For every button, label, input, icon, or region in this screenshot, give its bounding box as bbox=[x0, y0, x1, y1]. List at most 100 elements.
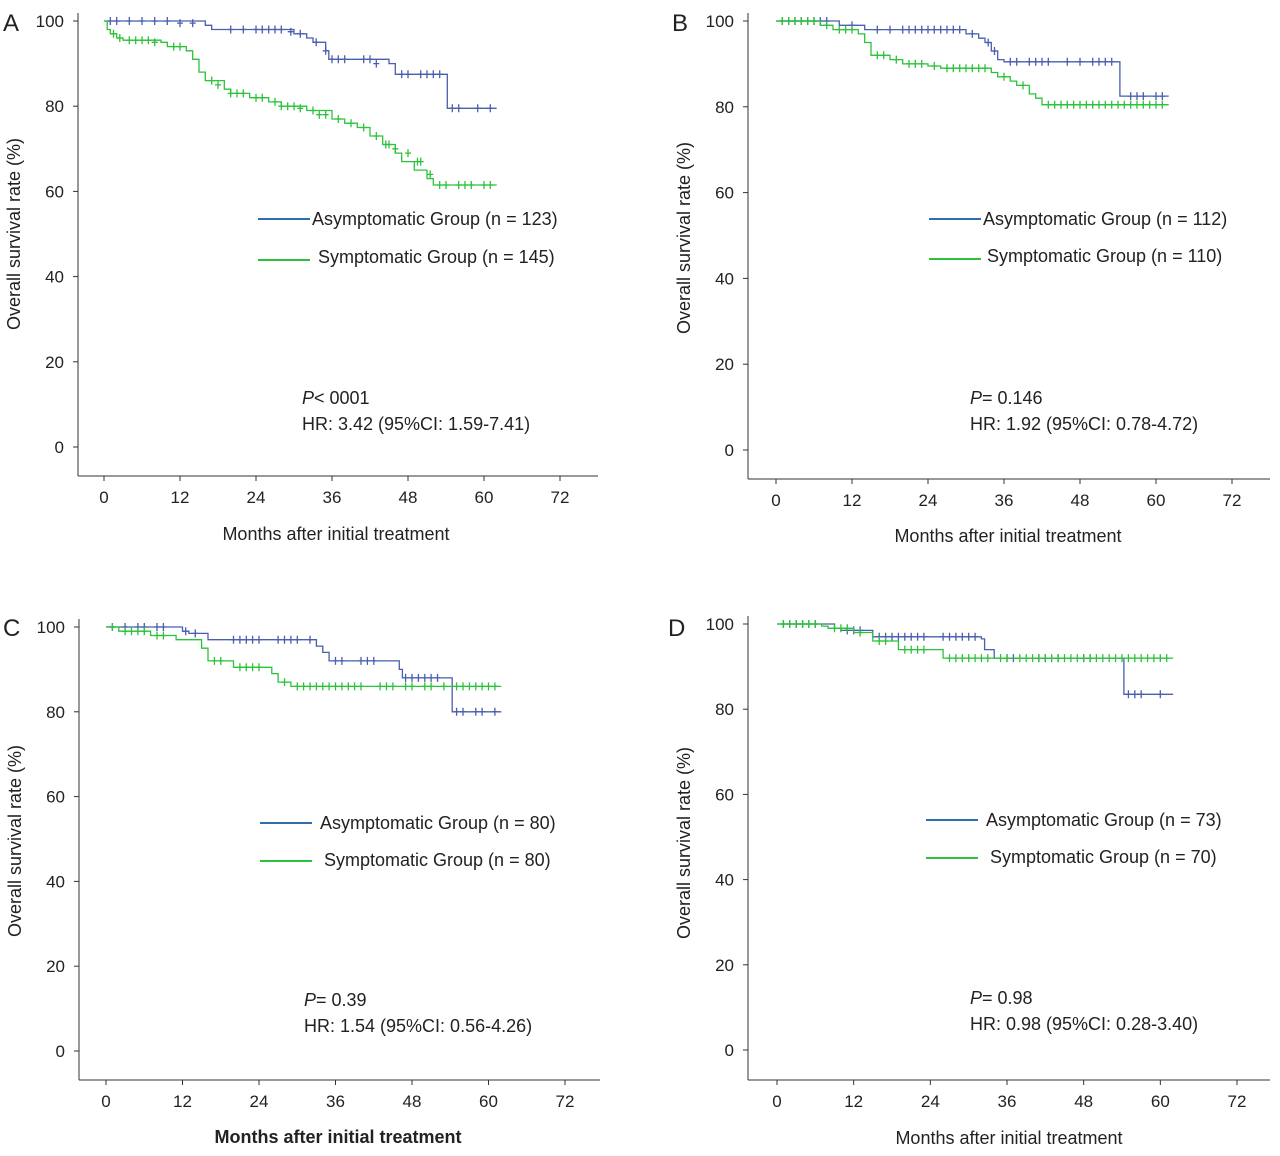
symptomatic-censor-mark bbox=[322, 110, 329, 119]
asymptomatic-censor-mark bbox=[236, 635, 243, 644]
asymptomatic-censor-mark bbox=[991, 47, 998, 55]
x-tick-label: 36 bbox=[998, 1092, 1017, 1111]
asymptomatic-censor-mark bbox=[908, 632, 915, 641]
x-tick-label: 0 bbox=[771, 491, 780, 510]
symptomatic-censor-mark bbox=[297, 104, 304, 113]
symptomatic-censor-mark bbox=[876, 637, 883, 645]
p-value: < 0001 bbox=[314, 388, 370, 408]
x-tick-label: 72 bbox=[551, 488, 570, 507]
symptomatic-censor-mark bbox=[1080, 654, 1087, 663]
asymptomatic-censor-mark bbox=[972, 632, 979, 641]
symptomatic-censor-mark bbox=[466, 682, 473, 691]
symptomatic-censor-mark bbox=[373, 132, 380, 140]
symptomatic-censor-mark bbox=[804, 17, 811, 25]
symptomatic-censor-mark bbox=[481, 181, 487, 189]
hazard-ratio-text: HR: 1.54 (95%CI: 0.56-4.26) bbox=[304, 1016, 532, 1036]
symptomatic-censor-mark bbox=[1004, 654, 1010, 663]
asymptomatic-censor-mark bbox=[474, 104, 481, 113]
symptomatic-censor-mark bbox=[1138, 654, 1145, 663]
y-tick-label: 60 bbox=[45, 182, 64, 201]
symptomatic-censor-mark bbox=[1045, 100, 1052, 109]
symptomatic-censor-mark bbox=[141, 627, 148, 636]
asymptomatic-censor-mark bbox=[1039, 57, 1045, 66]
asymptomatic-censor-mark bbox=[1077, 57, 1083, 66]
x-tick-label: 0 bbox=[101, 1092, 110, 1111]
symptomatic-censor-mark bbox=[345, 682, 352, 691]
asymptomatic-censor-mark bbox=[472, 707, 479, 716]
symptomatic-censor-mark bbox=[1125, 654, 1132, 663]
asymptomatic-censor-mark bbox=[449, 104, 456, 113]
symptomatic-censor-mark bbox=[880, 51, 887, 60]
symptomatic-censor-mark bbox=[805, 620, 812, 628]
y-tick-label: 80 bbox=[715, 98, 734, 117]
symptomatic-censor-mark bbox=[351, 682, 358, 691]
p-symbol: P bbox=[970, 388, 982, 408]
symptomatic-censor-mark bbox=[1067, 654, 1074, 663]
symptomatic-censor-mark bbox=[122, 627, 129, 636]
asymptomatic-censor-mark bbox=[278, 25, 285, 34]
symptomatic-censor-mark bbox=[177, 42, 183, 51]
symptomatic-censor-mark bbox=[1134, 100, 1140, 109]
symptomatic-censor-mark bbox=[259, 93, 266, 102]
asymptomatic-censor-mark bbox=[160, 623, 167, 631]
x-tick-label: 72 bbox=[1228, 1092, 1247, 1111]
asymptomatic-censor-mark bbox=[265, 25, 272, 34]
asymptomatic-censor-mark bbox=[182, 627, 189, 636]
asymptomatic-censor-mark bbox=[436, 70, 443, 79]
x-tick-label: 0 bbox=[99, 488, 108, 507]
asymptomatic-censor-mark bbox=[297, 29, 304, 38]
y-tick-label: 60 bbox=[715, 184, 734, 203]
asymptomatic-censor-mark bbox=[920, 632, 927, 641]
p-value: = 0.39 bbox=[316, 990, 367, 1010]
symptomatic-censor-mark bbox=[1087, 654, 1094, 663]
x-tick-label: 0 bbox=[772, 1092, 781, 1111]
asymptomatic-censor-mark bbox=[925, 25, 931, 34]
y-tick-label: 100 bbox=[37, 618, 65, 637]
symptomatic-censor-mark bbox=[978, 654, 985, 663]
symptomatic-censor-mark bbox=[1042, 654, 1049, 663]
asymptomatic-censor-mark bbox=[243, 635, 250, 644]
km-panel-c: C 0 20 40 60 80 100 0 12 24 36 48 60 72 Months after i… bbox=[3, 615, 600, 1147]
y-tick-label: 20 bbox=[45, 353, 64, 372]
asymptomatic-censor-mark bbox=[950, 25, 957, 34]
p-value-text: P= 0.39 bbox=[304, 990, 367, 1010]
symptomatic-censor-mark bbox=[227, 89, 234, 98]
asymptomatic-legend-label: Asymptomatic Group (n = 112) bbox=[983, 209, 1227, 229]
p-value-text: P< 0001 bbox=[302, 388, 370, 408]
symptomatic-censor-mark bbox=[253, 93, 259, 102]
symptomatic-censor-mark bbox=[326, 682, 333, 691]
asymptomatic-censor-mark bbox=[453, 707, 460, 716]
asymptomatic-censor-mark bbox=[253, 25, 259, 34]
symptomatic-censor-mark bbox=[1144, 654, 1151, 663]
asymptomatic-censor-mark bbox=[491, 707, 498, 716]
symptomatic-censor-mark bbox=[1001, 72, 1007, 81]
symptomatic-censor-mark bbox=[479, 682, 486, 691]
symptomatic-censor-mark bbox=[335, 115, 342, 123]
hazard-ratio-text: HR: 0.98 (95%CI: 0.28-3.40) bbox=[970, 1014, 1198, 1034]
symptomatic-legend-label: Symptomatic Group (n = 70) bbox=[990, 847, 1217, 867]
symptomatic-censor-mark bbox=[793, 620, 800, 628]
symptomatic-censor-mark bbox=[1077, 100, 1083, 109]
x-tick-label: 24 bbox=[247, 488, 266, 507]
symptomatic-censor-mark bbox=[491, 682, 498, 691]
symptomatic-censor-mark bbox=[1089, 100, 1096, 109]
symptomatic-censor-mark bbox=[427, 170, 434, 179]
km-panel-a: A 0 20 40 60 80 100 0 12 24 36 48 60 72 Months after i… bbox=[3, 10, 598, 544]
symptomatic-censor-mark bbox=[1093, 654, 1100, 663]
asymptomatic-censor-mark bbox=[313, 38, 320, 47]
symptomatic-censor-mark bbox=[278, 102, 285, 111]
asymptomatic-censor-mark bbox=[189, 19, 196, 28]
km-panel-b: B 0 20 40 60 80 100 0 12 24 36 48 60 72 Months after i… bbox=[672, 10, 1270, 546]
symptomatic-censor-mark bbox=[485, 682, 492, 691]
asymptomatic-censor-mark bbox=[952, 632, 959, 641]
symptomatic-censor-mark bbox=[831, 624, 838, 633]
x-tick-label: 72 bbox=[556, 1092, 575, 1111]
symptomatic-censor-mark bbox=[126, 36, 133, 45]
asymptomatic-censor-mark bbox=[1125, 690, 1132, 699]
symptomatic-censor-mark bbox=[360, 123, 367, 132]
asymptomatic-censor-mark bbox=[1045, 57, 1052, 66]
y-axis-title: Overall survival rate (%) bbox=[5, 745, 25, 937]
asymptomatic-censor-mark bbox=[1089, 57, 1096, 66]
asymptomatic-censor-mark bbox=[360, 55, 367, 64]
asymptomatic-censor-mark bbox=[874, 25, 881, 34]
